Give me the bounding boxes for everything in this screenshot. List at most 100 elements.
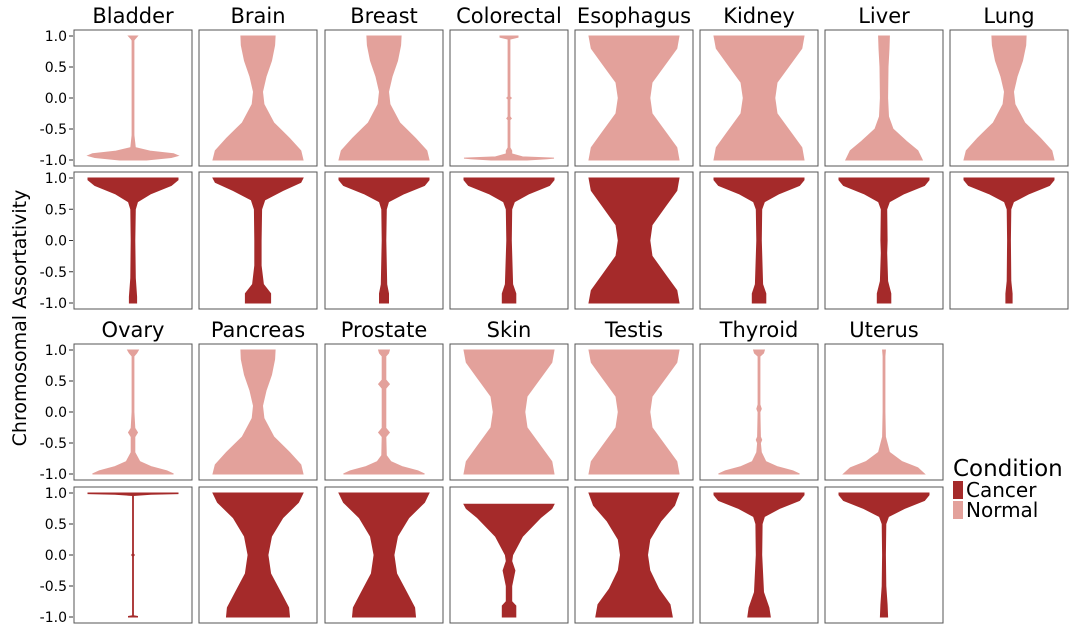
y-tick-label: 0.5 [45, 202, 67, 218]
y-tick-label: 1.0 [45, 486, 67, 502]
violin-thyroid-cancer [713, 492, 805, 618]
violin-bladder-normal [86, 35, 180, 161]
panel-frame-lung-normal [949, 29, 1069, 167]
panel-title-colorectal: Colorectal [456, 4, 562, 28]
violin-thyroid-normal [718, 349, 800, 475]
violin-panels: 1.0 0.5 0.0 -0.5 -1.0 Bladder Brain Breast Color… [40, 4, 1069, 626]
y-tick-label: -1.0 [40, 610, 67, 626]
panel-title-liver: Liver [858, 4, 910, 28]
y-tick-label: 0.5 [45, 517, 67, 533]
panel-frame-kidney-cancer [699, 171, 819, 310]
violin-colorectal-cancer [463, 177, 555, 304]
violin-ovary-cancer [87, 492, 179, 618]
panel-frame-liver-normal [824, 29, 944, 167]
panel-frame-esophagus-normal [574, 29, 694, 167]
legend-swatch-cancer [953, 481, 963, 499]
panel-title-bladder: Bladder [92, 4, 174, 28]
y-axis-label: Chromosomal Assortativity [9, 190, 31, 447]
violin-kidney-cancer [713, 177, 805, 304]
panel-frame-bladder-normal [73, 29, 193, 167]
violin-breast-cancer [338, 177, 430, 304]
panel-frame-bladder-cancer [73, 171, 193, 310]
panel-frame-uterus-normal [824, 343, 944, 481]
panel-frame-prostate-normal [324, 343, 444, 481]
legend: Condition Cancer Normal [953, 456, 1063, 522]
panel-frame-lung-cancer [949, 171, 1069, 310]
panel-title-esophagus: Esophagus [577, 4, 691, 28]
y-tick-label: 1.0 [45, 29, 67, 45]
violin-lung-cancer [963, 177, 1055, 304]
violin-testis-cancer [588, 492, 680, 618]
y-tick-label: 1.0 [45, 343, 67, 359]
panel-frame-prostate-cancer [324, 486, 444, 624]
panel-frame-colorectal-normal [449, 29, 569, 167]
panel-frame-uterus-cancer [824, 486, 944, 624]
legend-label-cancer: Cancer [966, 478, 1037, 502]
legend-title: Condition [953, 456, 1063, 482]
violin-pancreas-normal [212, 349, 304, 475]
y-tick-label: -1.0 [40, 467, 67, 483]
panel-title-ovary: Ovary [102, 318, 165, 342]
panel-frame-kidney-normal [699, 29, 819, 167]
panel-frame-pancreas-normal [198, 343, 318, 481]
panel-frame-thyroid-normal [699, 343, 819, 481]
panel-title-uterus: Uterus [849, 318, 918, 342]
violin-uterus-cancer [838, 492, 930, 618]
panel-frame-testis-cancer [574, 486, 694, 624]
violin-brain-normal [212, 35, 304, 161]
panel-frame-breast-normal [324, 29, 444, 167]
panel-frame-ovary-normal [73, 343, 193, 481]
panel-frame-skin-cancer [449, 486, 569, 624]
violin-prostate-normal [343, 349, 425, 475]
violin-lung-normal [963, 35, 1055, 161]
panel-frame-colorectal-cancer [449, 171, 569, 310]
panel-frame-testis-normal [574, 343, 694, 481]
violin-brain-cancer [212, 177, 304, 304]
violin-skin-cancer [463, 503, 555, 618]
violin-esophagus-normal [588, 35, 680, 161]
violin-prostate-cancer [338, 492, 430, 618]
y-tick-label: 0.5 [45, 60, 67, 76]
y-tick-label: -0.5 [40, 579, 67, 595]
violin-breast-normal [338, 35, 430, 161]
panel-title-kidney: Kidney [723, 4, 795, 28]
y-tick-label: 0.0 [45, 548, 67, 564]
violin-liver-normal [845, 35, 924, 161]
panel-title-thyroid: Thyroid [719, 318, 799, 342]
panel-title-pancreas: Pancreas [211, 318, 305, 342]
violin-liver-cancer [838, 177, 930, 304]
y-tick-label: -0.5 [40, 122, 67, 138]
y-tick-label: -0.5 [40, 265, 67, 281]
y-tick-label: -1.0 [40, 296, 67, 312]
panel-title-lung: Lung [983, 4, 1034, 28]
panel-frame-thyroid-cancer [699, 486, 819, 624]
y-tick-label: 0.0 [45, 234, 67, 250]
legend-swatch-normal [953, 501, 963, 519]
y-tick-label: 0.0 [45, 91, 67, 107]
violin-bladder-cancer [87, 177, 179, 304]
panel-frame-esophagus-cancer [574, 171, 694, 310]
y-tick-label: -1.0 [40, 153, 67, 169]
violin-testis-normal [588, 349, 680, 475]
panel-title-skin: Skin [487, 318, 532, 342]
violin-uterus-normal [842, 349, 926, 475]
panel-frame-pancreas-cancer [198, 486, 318, 624]
violin-kidney-normal [713, 35, 805, 161]
panel-title-prostate: Prostate [341, 318, 428, 342]
violin-skin-normal [463, 349, 555, 475]
violin-esophagus-cancer [588, 177, 680, 304]
panel-frame-brain-normal [198, 29, 318, 167]
y-tick-label: 0.0 [45, 405, 67, 421]
y-tick-label: -0.5 [40, 436, 67, 452]
panel-frame-ovary-cancer [73, 486, 193, 624]
panel-frame-breast-cancer [324, 171, 444, 310]
panel-frame-skin-normal [449, 343, 569, 481]
violin-colorectal-normal [463, 35, 555, 161]
panel-frame-brain-cancer [198, 171, 318, 310]
y-tick-label: 1.0 [45, 171, 67, 187]
y-tick-label: 0.5 [45, 374, 67, 390]
panel-title-breast: Breast [350, 4, 418, 28]
legend-label-normal: Normal [966, 498, 1038, 522]
violin-pancreas-cancer [212, 492, 304, 618]
